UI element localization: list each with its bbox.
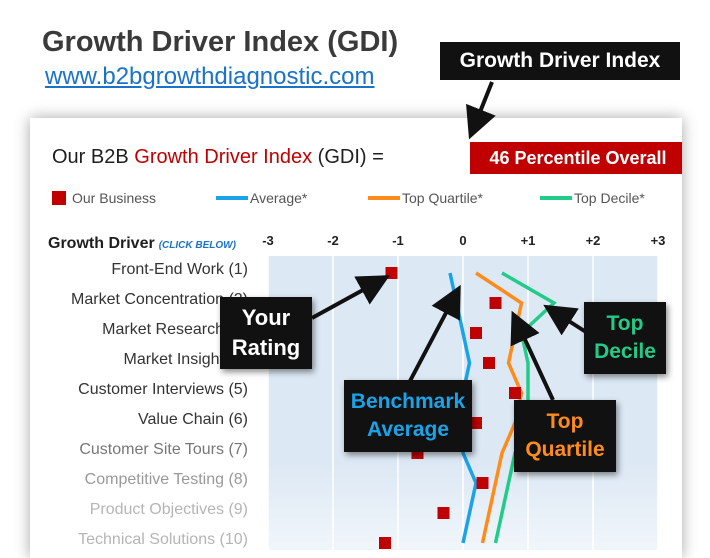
heading-highlight: Growth Driver Index [134,146,313,168]
page-title: Growth Driver Index (GDI) [42,26,399,58]
legend-our-business: Our Business [52,190,156,206]
top-decile-text: Top Decile [594,311,656,363]
heading-suffix: (GDI) = [312,146,384,168]
growth-driver-row-3[interactable]: Market Research (3) [102,321,248,338]
legend-our-business-swatch [52,191,66,205]
growth-driver-row-5[interactable]: Customer Interviews (5) [78,381,248,398]
click-below-hint: (CLICK BELOW) [158,240,236,251]
legend-top-decile-label: Top Decile* [574,190,645,206]
legend-top-decile: Top Decile* [540,190,645,206]
legend-our-business-label: Our Business [72,190,157,206]
growth-driver-row-2[interactable]: Market Concentration (2) [71,291,248,308]
panel-heading: Our B2B Growth Driver Index (GDI) = [52,146,384,169]
legend-top-decile-swatch [540,196,572,200]
growth-driver-row-4[interactable]: Market Insight (4) [123,351,248,368]
legend-average-swatch [216,196,248,200]
growth-driver-row-7[interactable]: Customer Site Tours (7) [79,441,248,458]
your-rating-text: Your Rating [231,305,301,360]
growth-driver-row-10[interactable]: Technical Solutions (10) [78,531,248,548]
growth-driver-row-8[interactable]: Competitive Testing (8) [84,471,248,488]
website-link[interactable]: www.b2bgrowthdiagnostic.com [45,63,375,90]
top-quartile-callout: Top Quartile [514,400,616,472]
your-rating-callout: Your Rating [220,297,312,369]
growth-driver-row-6[interactable]: Value Chain (6) [138,411,248,428]
benchmark-average-text: Benchmark Average [350,389,466,441]
benchmark-average-callout: Benchmark Average [344,380,472,452]
growth-driver-header: Growth Driver (CLICK BELOW) [48,235,236,253]
heading-prefix: Our B2B [52,146,135,168]
top-decile-callout: Top Decile [584,302,666,374]
legend-average: Average* [216,190,307,206]
top-quartile-text: Top Quartile [525,409,605,461]
growth-driver-header-text: Growth Driver [48,235,155,252]
legend-top-quartile: Top Quartile* [368,190,483,206]
growth-driver-row-9[interactable]: Product Objectives (9) [89,501,248,518]
legend-average-label: Average* [250,190,308,206]
growth-driver-row-1[interactable]: Front-End Work (1) [111,261,248,278]
legend-top-quartile-swatch [368,196,400,200]
legend-top-quartile-label: Top Quartile* [402,190,483,206]
overall-percentile-badge: 46 Percentile Overall [470,142,682,174]
gdi-label-box: Growth Driver Index [440,42,680,80]
